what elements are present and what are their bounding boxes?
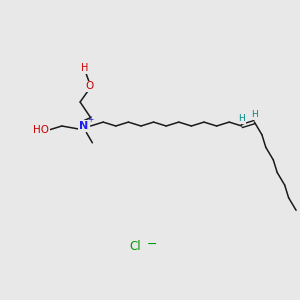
Text: −: −: [146, 238, 157, 251]
Text: N: N: [80, 121, 88, 131]
Text: +: +: [87, 115, 93, 124]
Text: H: H: [81, 63, 88, 73]
Text: H: H: [251, 110, 258, 119]
Text: HO: HO: [33, 125, 49, 135]
Text: H: H: [238, 114, 245, 123]
Text: Cl: Cl: [129, 239, 141, 253]
Text: O: O: [85, 81, 93, 92]
